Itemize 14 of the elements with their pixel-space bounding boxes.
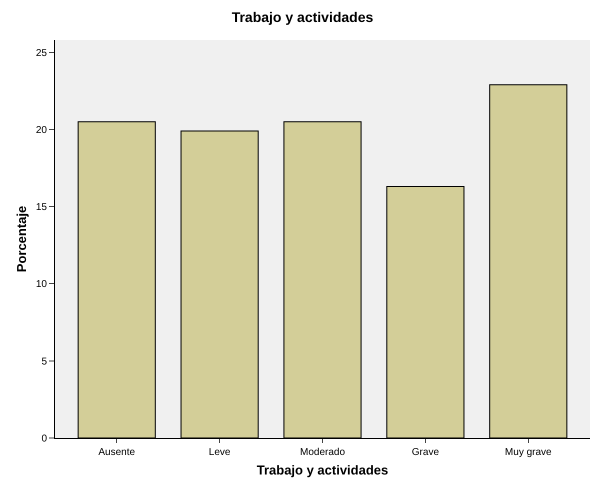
x-tick-label: Moderado — [300, 447, 346, 458]
y-tick-label: 25 — [36, 48, 48, 59]
y-tick-label: 15 — [36, 202, 48, 214]
chart-title: Trabajo y actividades — [232, 8, 374, 25]
y-tick-label: 10 — [36, 279, 48, 290]
y-axis-title: Porcentaje — [14, 206, 29, 272]
y-tick-label: 20 — [36, 124, 48, 136]
x-tick-label: Muy grave — [504, 447, 552, 458]
x-tick-label: Grave — [412, 447, 440, 458]
x-tick-label: Leve — [208, 447, 231, 458]
y-tick-label: 5 — [41, 356, 48, 368]
y-tick-label: 0 — [41, 434, 48, 444]
x-axis-title: Trabajo y actividades — [256, 462, 388, 478]
x-tick-label: Ausente — [98, 447, 136, 458]
